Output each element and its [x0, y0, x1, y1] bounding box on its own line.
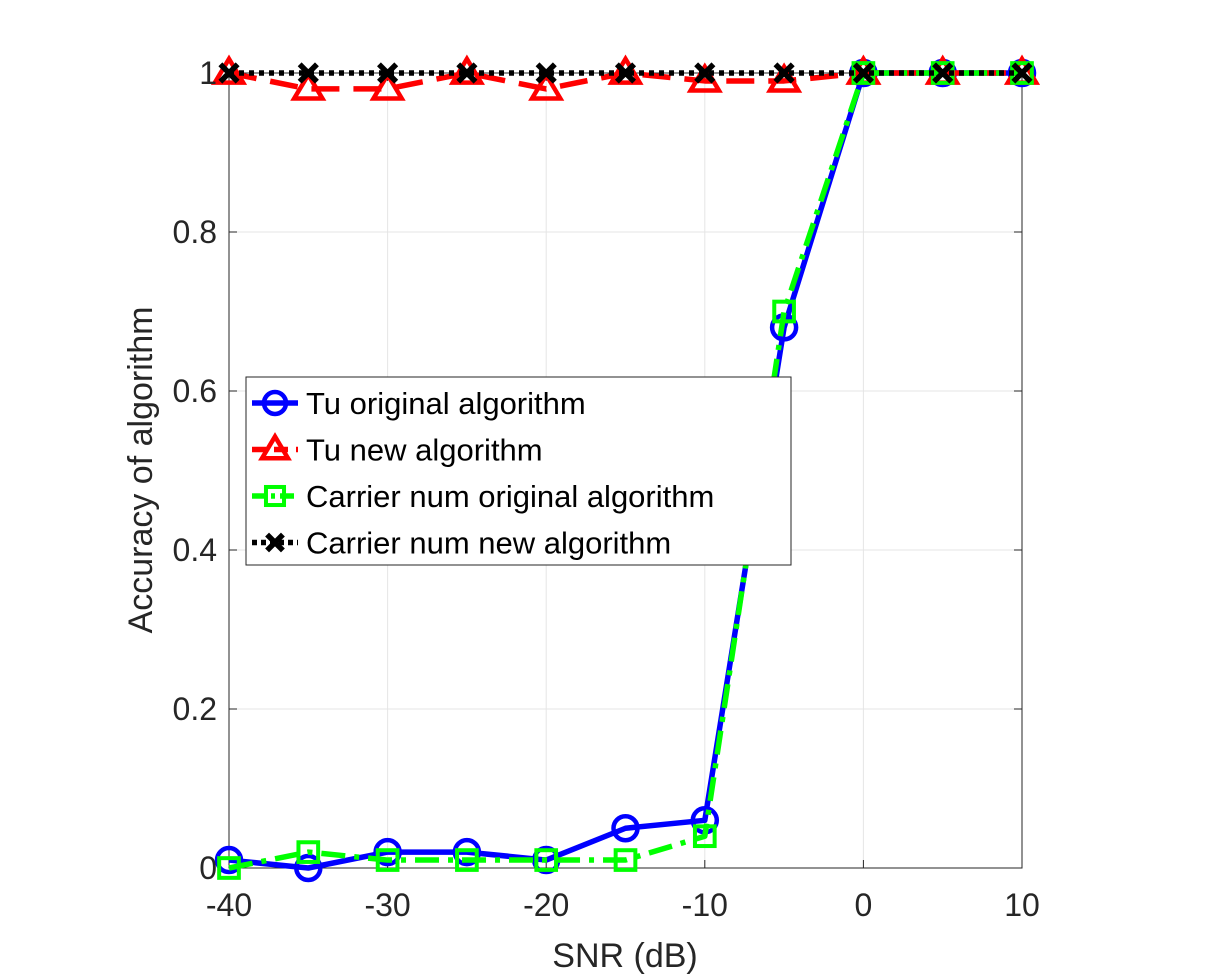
legend-entry-2: Carrier num original algorithm — [252, 479, 714, 514]
y-tick-label: 0 — [199, 850, 217, 886]
data-point — [534, 848, 559, 872]
tick-labels: -40 -30 -20 -10 0 10 0 0.2 0.4 0.6 0.8 1 — [173, 55, 1040, 923]
x-tick-label: 10 — [1004, 887, 1040, 923]
legend-swatch-marker — [261, 389, 289, 417]
data-point — [217, 856, 241, 880]
series-3 — [218, 62, 1033, 84]
data-point — [375, 848, 400, 872]
data-point — [611, 814, 640, 843]
data-point — [296, 840, 321, 864]
data-point — [614, 62, 637, 84]
data-point — [294, 853, 323, 883]
data-point — [773, 62, 795, 84]
data-point — [932, 62, 954, 84]
data-point — [452, 837, 482, 867]
data-point — [297, 62, 319, 84]
x-tick-label: -30 — [364, 887, 410, 923]
y-tick-label: 0.6 — [173, 373, 217, 409]
legend: Tu original algorithm Tu new algorithm Car… — [245, 376, 792, 566]
data-point — [210, 54, 248, 85]
legend-swatch-marker — [263, 484, 287, 508]
data-point — [535, 62, 557, 84]
legend-label: Carrier num new algorithm — [306, 526, 671, 561]
x-tick-label: 0 — [855, 887, 873, 923]
data-point — [692, 824, 717, 849]
data-point — [455, 848, 479, 872]
x-axis-label: SNR (dB) — [552, 937, 697, 975]
data-point — [772, 299, 796, 324]
data-point — [528, 70, 565, 101]
legend-entry-3: Carrier num new algorithm — [252, 526, 671, 561]
x-tick-label: -40 — [206, 887, 252, 923]
data-point — [373, 837, 402, 867]
data-point — [852, 62, 874, 84]
x-tick-label: -10 — [682, 887, 728, 923]
data-point — [218, 62, 240, 84]
data-point — [290, 70, 327, 101]
legend-entry-1: Tu new algorithm — [252, 432, 543, 468]
data-point — [369, 70, 406, 101]
legend-swatch-marker — [265, 532, 285, 553]
data-point — [377, 62, 399, 84]
x-tick-label: -20 — [523, 887, 569, 923]
y-tick-label: 0.4 — [173, 532, 217, 568]
legend-label: Carrier num original algorithm — [306, 479, 714, 514]
y-tick-label: 0.2 — [173, 691, 217, 727]
data-point — [214, 845, 244, 875]
series-layer — [210, 54, 1041, 883]
data-point — [694, 62, 716, 84]
data-point — [1011, 62, 1033, 84]
legend-label: Tu new algorithm — [306, 433, 543, 468]
legend-entry-0: Tu original algorithm — [252, 386, 586, 421]
legend-swatch-marker — [258, 432, 292, 461]
legend-label: Tu original algorithm — [306, 386, 586, 421]
y-tick-label: 0.8 — [173, 214, 217, 250]
data-point — [613, 848, 638, 872]
y-axis-label: Accuracy of algorithm — [122, 307, 160, 634]
data-point — [456, 62, 478, 84]
y-tick-label: 1 — [199, 55, 217, 91]
legend-box — [245, 376, 792, 566]
